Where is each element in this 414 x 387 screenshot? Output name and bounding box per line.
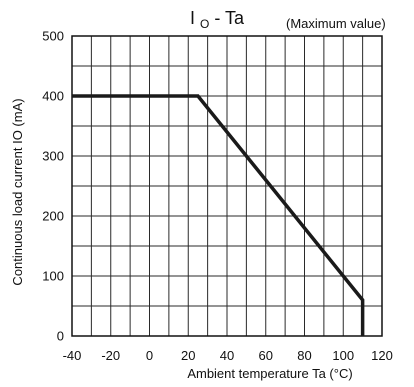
x-tick-label: 80	[297, 348, 311, 363]
x-tick-label: 20	[181, 348, 195, 363]
chart-title: I O - Ta	[190, 8, 245, 32]
chart-title-subscript: O	[200, 17, 209, 31]
y-tick-labels: 0 100 200 300 400 500	[42, 29, 64, 344]
x-tick-label: -40	[63, 348, 82, 363]
x-tick-label: 0	[146, 348, 153, 363]
x-tick-label: 100	[332, 348, 354, 363]
x-tick-label: 40	[220, 348, 234, 363]
y-tick-label: 100	[42, 269, 64, 284]
y-tick-label: 400	[42, 89, 64, 104]
y-tick-label: 200	[42, 209, 64, 224]
y-tick-label: 500	[42, 29, 64, 44]
chart-subtitle: (Maximum value)	[286, 16, 386, 31]
y-axis-label: Continuous load current IO (mA)	[10, 98, 25, 285]
x-tick-labels: -40 -20 0 20 40 60 80 100 120	[63, 348, 393, 363]
x-tick-label: 60	[259, 348, 273, 363]
chart-title-main: I	[190, 8, 195, 28]
x-tick-label: -20	[101, 348, 120, 363]
x-tick-label: 120	[371, 348, 393, 363]
chart-title-suffix: - Ta	[214, 8, 245, 28]
y-tick-label: 0	[57, 329, 64, 344]
y-tick-label: 300	[42, 149, 64, 164]
x-axis-label: Ambient temperature Ta (°C)	[187, 366, 352, 381]
grid	[72, 36, 382, 336]
